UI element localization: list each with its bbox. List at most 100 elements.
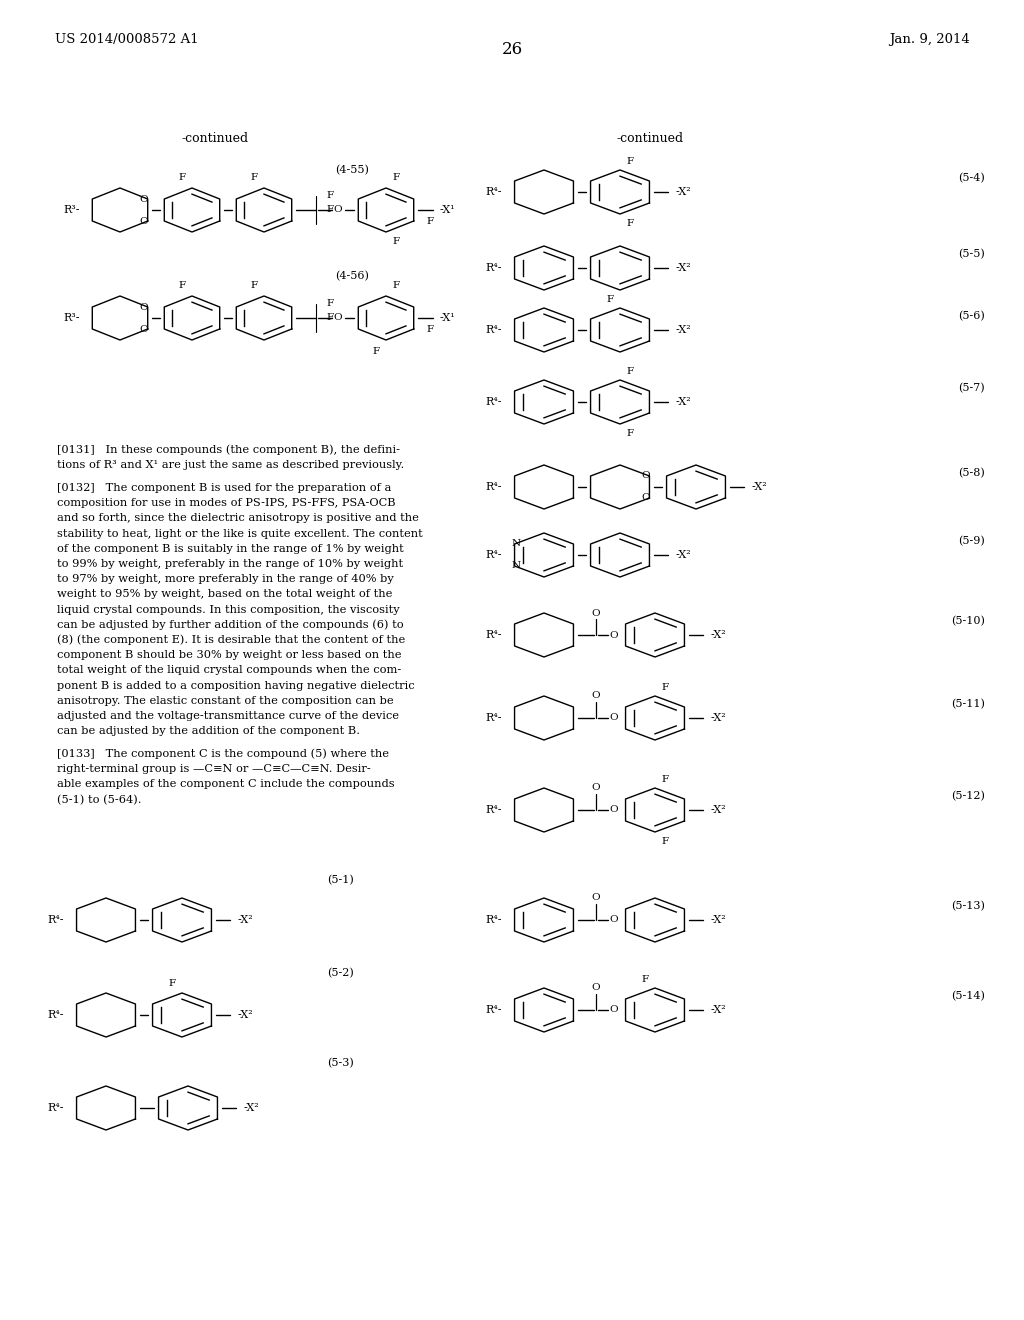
Text: F: F [326, 300, 333, 309]
Text: F: F [627, 219, 634, 227]
Text: O: O [334, 206, 342, 214]
Text: adjusted and the voltage-transmittance curve of the device: adjusted and the voltage-transmittance c… [57, 711, 399, 721]
Text: O: O [139, 325, 148, 334]
Text: -X²: -X² [711, 1005, 727, 1015]
Text: of the component B is suitably in the range of 1% by weight: of the component B is suitably in the ra… [57, 544, 403, 554]
Text: R⁴-: R⁴- [47, 1010, 63, 1020]
Text: F: F [179, 281, 186, 290]
Text: -X²: -X² [711, 630, 727, 640]
Text: (5-5): (5-5) [958, 249, 985, 259]
Text: O: O [592, 983, 600, 993]
Text: R³-: R³- [63, 205, 80, 215]
Text: F: F [641, 974, 648, 983]
Text: F: F [326, 206, 333, 214]
Text: -X²: -X² [238, 1010, 254, 1020]
Text: (5-7): (5-7) [958, 383, 985, 393]
Text: -X¹: -X¹ [440, 205, 456, 215]
Text: component B should be 30% by weight or less based on the: component B should be 30% by weight or l… [57, 651, 401, 660]
Text: R⁴-: R⁴- [485, 325, 502, 335]
Text: to 99% by weight, preferably in the range of 10% by weight: to 99% by weight, preferably in the rang… [57, 558, 403, 569]
Text: 26: 26 [502, 41, 522, 58]
Text: weight to 95% by weight, based on the total weight of the: weight to 95% by weight, based on the to… [57, 590, 392, 599]
Text: -X²: -X² [676, 550, 692, 560]
Text: stability to heat, light or the like is quite excellent. The content: stability to heat, light or the like is … [57, 528, 423, 539]
Text: F: F [627, 367, 634, 375]
Text: (5-6): (5-6) [958, 310, 985, 321]
Text: -X²: -X² [711, 915, 727, 925]
Text: -continued: -continued [181, 132, 249, 144]
Text: US 2014/0008572 A1: US 2014/0008572 A1 [55, 33, 199, 46]
Text: R⁴-: R⁴- [47, 915, 63, 925]
Text: F: F [392, 238, 399, 247]
Text: R⁴-: R⁴- [485, 1005, 502, 1015]
Text: (5-10): (5-10) [951, 616, 985, 626]
Text: can be adjusted by the addition of the component B.: can be adjusted by the addition of the c… [57, 726, 360, 737]
Text: R⁴-: R⁴- [485, 397, 502, 407]
Text: R⁴-: R⁴- [47, 1104, 63, 1113]
Text: F: F [251, 281, 258, 290]
Text: N: N [512, 540, 521, 549]
Text: F: F [392, 281, 399, 290]
Text: R⁴-: R⁴- [485, 482, 502, 492]
Text: O: O [609, 631, 618, 639]
Text: -X¹: -X¹ [440, 313, 456, 323]
Text: can be adjusted by further addition of the compounds (6) to: can be adjusted by further addition of t… [57, 619, 403, 630]
Text: F: F [662, 837, 669, 846]
Text: O: O [641, 494, 650, 503]
Text: F: F [662, 682, 669, 692]
Text: (5-9): (5-9) [958, 536, 985, 546]
Text: composition for use in modes of PS-IPS, PS-FFS, PSA-OCB: composition for use in modes of PS-IPS, … [57, 498, 395, 508]
Text: F: F [426, 325, 433, 334]
Text: liquid crystal compounds. In this composition, the viscosity: liquid crystal compounds. In this compos… [57, 605, 399, 615]
Text: [0133]   The component C is the compound (5) where the: [0133] The component C is the compound (… [57, 748, 389, 759]
Text: R⁴-: R⁴- [485, 630, 502, 640]
Text: O: O [139, 194, 148, 203]
Text: tions of R³ and X¹ are just the same as described previously.: tions of R³ and X¹ are just the same as … [57, 461, 404, 470]
Text: O: O [609, 1006, 618, 1015]
Text: F: F [168, 979, 175, 989]
Text: (5-13): (5-13) [951, 900, 985, 911]
Text: O: O [609, 916, 618, 924]
Text: -X²: -X² [752, 482, 768, 492]
Text: R³-: R³- [63, 313, 80, 323]
Text: (5-1): (5-1) [327, 875, 353, 886]
Text: F: F [326, 314, 333, 322]
Text: F: F [373, 347, 380, 356]
Text: anisotropy. The elastic constant of the composition can be: anisotropy. The elastic constant of the … [57, 696, 393, 706]
Text: (5-11): (5-11) [951, 698, 985, 709]
Text: right-terminal group is —C≡N or —C≡C—C≡N. Desir-: right-terminal group is —C≡N or —C≡C—C≡N… [57, 764, 371, 775]
Text: -X²: -X² [711, 713, 727, 723]
Text: (4-55): (4-55) [335, 165, 369, 176]
Text: F: F [326, 191, 333, 201]
Text: O: O [139, 216, 148, 226]
Text: (5-12): (5-12) [951, 791, 985, 801]
Text: F: F [606, 294, 613, 304]
Text: -continued: -continued [616, 132, 684, 144]
Text: F: F [392, 173, 399, 182]
Text: O: O [592, 609, 600, 618]
Text: (5-14): (5-14) [951, 991, 985, 1001]
Text: -X²: -X² [711, 805, 727, 814]
Text: ponent B is added to a composition having negative dielectric: ponent B is added to a composition havin… [57, 681, 415, 690]
Text: O: O [609, 714, 618, 722]
Text: R⁴-: R⁴- [485, 263, 502, 273]
Text: (5-8): (5-8) [958, 467, 985, 478]
Text: R⁴-: R⁴- [485, 915, 502, 925]
Text: Jan. 9, 2014: Jan. 9, 2014 [889, 33, 970, 46]
Text: F: F [627, 157, 634, 165]
Text: O: O [334, 314, 342, 322]
Text: able examples of the component C include the compounds: able examples of the component C include… [57, 779, 394, 789]
Text: O: O [592, 692, 600, 701]
Text: F: F [426, 216, 433, 226]
Text: -X²: -X² [676, 325, 692, 335]
Text: R⁴-: R⁴- [485, 187, 502, 197]
Text: (5-2): (5-2) [327, 968, 353, 978]
Text: -X²: -X² [676, 187, 692, 197]
Text: (8) (the component E). It is desirable that the content of the: (8) (the component E). It is desirable t… [57, 635, 406, 645]
Text: -X²: -X² [676, 263, 692, 273]
Text: [0131]   In these compounds (the component B), the defini-: [0131] In these compounds (the component… [57, 445, 400, 455]
Text: O: O [641, 471, 650, 480]
Text: to 97% by weight, more preferably in the range of 40% by: to 97% by weight, more preferably in the… [57, 574, 394, 585]
Text: R⁴-: R⁴- [485, 550, 502, 560]
Text: N: N [512, 561, 521, 570]
